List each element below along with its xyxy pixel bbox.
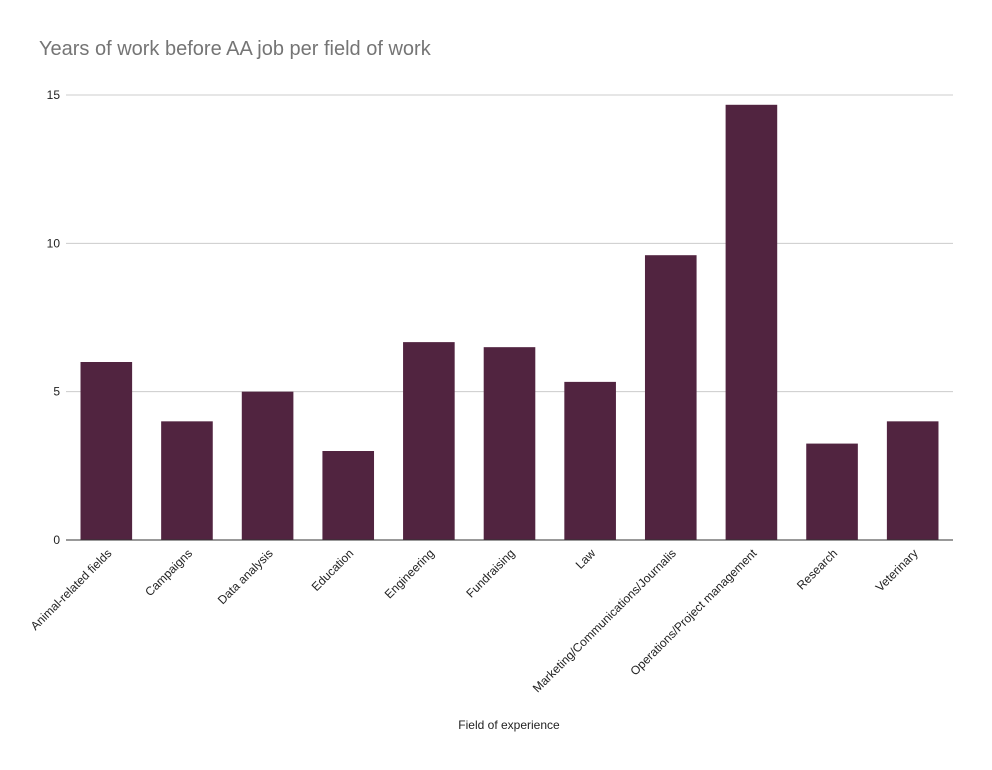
y-tick-label: 10 [47,236,61,250]
y-axis: 0 5 10 15 [47,88,61,547]
x-tick-label: Research [794,546,840,592]
bar [241,391,294,540]
x-tick-label: Fundraising [463,546,517,600]
x-tick-label: Data analysis [215,546,276,607]
bar [886,421,939,540]
x-tick-label: Veterinary [873,546,921,594]
bar [725,104,778,540]
y-tick-label: 0 [53,533,60,547]
x-tick-label: Engineering [382,546,437,601]
x-axis-title: Field of experience [458,718,560,732]
y-tick-label: 5 [53,385,60,399]
bar [644,255,697,540]
chart-title: Years of work before AA job per field of… [39,38,431,60]
bar [161,421,213,540]
x-tick-label: Campaigns [142,546,195,599]
bar [403,342,455,540]
bar [806,443,858,540]
bar [80,362,133,540]
x-tick-label: Education [309,546,357,594]
bar [483,347,536,540]
bars [80,104,939,540]
y-tick-label: 15 [47,88,61,102]
x-tick-label: Animal-related fields [28,546,115,633]
x-tick-label: Marketing/Communications/Journalis [530,546,679,695]
bar [564,381,616,540]
x-tick-label: Law [573,546,599,572]
x-tick-label: Operations/Project management [627,546,760,679]
x-axis: Animal-related fields Campaigns Data analy… [28,546,921,695]
bar [322,451,375,540]
